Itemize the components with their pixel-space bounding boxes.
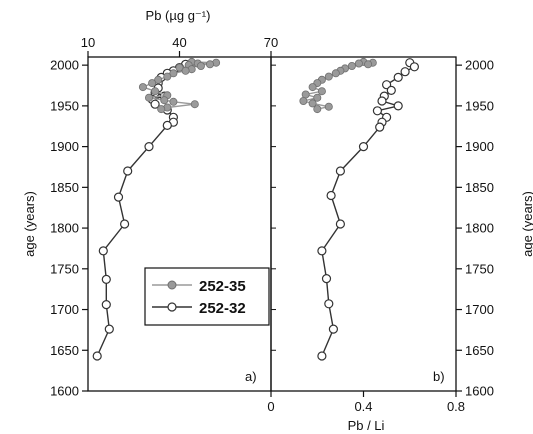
y-tick-label-left: 1750 — [50, 261, 79, 276]
panel-b-data-point-252-35 — [324, 72, 333, 81]
panel-b-data-point-252-35 — [308, 83, 317, 92]
x-tick-label-bottom: 0.8 — [447, 399, 465, 414]
y-tick-label-left: 1900 — [50, 139, 79, 154]
panel-a-data-point-252-35 — [157, 105, 166, 114]
panel-a-data-point-252-32 — [92, 351, 102, 361]
x-tick-label-top: 70 — [264, 35, 278, 50]
legend: 252-35 252-32 — [144, 267, 270, 326]
legend-marker-252-35 — [167, 280, 177, 290]
panel-a-data-point-252-35 — [175, 63, 184, 72]
panel-a-data-point-252-35 — [160, 96, 169, 105]
panel-a-data-point-252-35 — [151, 87, 160, 96]
panel-a-data-point-252-35 — [144, 93, 153, 102]
x-tick-label-bottom: 0.4 — [354, 399, 372, 414]
panel-b-data-point-252-35 — [324, 102, 333, 111]
x-tick-label-top: 10 — [81, 35, 95, 50]
y-tick-label-right: 2000 — [465, 58, 494, 73]
ticks-layer: 1600 1600 1650 1650 1700 1700 1750 1750 1800 1800… — [50, 35, 494, 414]
y-tick-label-right: 1650 — [465, 343, 494, 358]
panel-a-data-point-252-35 — [154, 75, 163, 84]
panel-a-data-point-252-35 — [138, 83, 147, 92]
panel-a-data-point-252-32 — [101, 274, 111, 284]
panel-b-data-point-252-32 — [393, 101, 403, 111]
legend-label-252-32: 252-32 — [199, 300, 246, 317]
panel-b-data-point-252-32 — [321, 274, 332, 284]
panel-b-data-point-252-35 — [354, 59, 363, 68]
legend-box — [144, 267, 270, 326]
panel-a-data-point-252-35 — [163, 72, 172, 81]
x-tick-label-top: 40 — [172, 35, 186, 50]
panel-a-frame — [87, 56, 272, 392]
panel-a-data-point-252-32 — [101, 300, 111, 310]
panel-b-data-point-252-32 — [372, 106, 382, 116]
panel-b-data-point-252-32 — [317, 351, 327, 361]
panel-b-data-point-252-35 — [299, 97, 308, 106]
panel-b-data-point-252-35 — [331, 69, 340, 78]
panel-b-data-point-252-35 — [313, 93, 322, 102]
panel-b-data-point-252-32 — [409, 62, 419, 72]
y-tick-label-right: 1750 — [465, 261, 494, 276]
panel-b-data-point-252-32 — [386, 85, 396, 96]
y-tick-label-left: 1600 — [50, 384, 79, 399]
panel-b-data-point-252-35 — [364, 60, 373, 69]
y-tick-label-right: 1850 — [465, 180, 494, 195]
panel-b-data-point-252-35 — [313, 105, 322, 114]
y-axis-title-right: age (years) — [520, 191, 533, 257]
panel-a-data-point-252-35 — [148, 79, 157, 88]
y-tick-label-right: 1900 — [465, 139, 494, 154]
panel-a-data-point-252-32 — [119, 219, 130, 229]
panel-b-data-point-252-35 — [308, 99, 317, 108]
y-tick-label-left: 1700 — [50, 302, 79, 317]
panel-a-data-point-252-32 — [123, 166, 133, 176]
panel-b-data-point-252-32 — [375, 122, 385, 132]
panel-b-frame — [270, 56, 457, 392]
y-tick-label-left: 1950 — [50, 98, 79, 113]
panel-b-data-point-252-35 — [317, 87, 326, 96]
panel-b-data-point-252-32 — [377, 96, 387, 106]
legend-label-252-35: 252-35 — [199, 278, 246, 295]
y-tick-label-left: 1800 — [50, 221, 79, 236]
panel-a-data-point-252-32 — [98, 246, 108, 256]
x-axis-title-top: Pb (µg g⁻¹) — [146, 8, 211, 23]
panel-a-data-point-252-32 — [144, 142, 154, 152]
y-tick-label-left: 1650 — [50, 343, 79, 358]
panel-b-data-point-252-32 — [317, 246, 327, 256]
panel-b-data-point-252-32 — [335, 166, 345, 176]
panel-a-data-point-252-35 — [169, 97, 178, 106]
y-tick-label-right: 1600 — [465, 384, 494, 399]
panel-label-a: a) — [245, 369, 257, 384]
panel-b-data-point-252-32 — [335, 219, 345, 229]
y-axis-title-left: age (years) — [22, 191, 37, 257]
legend-marker-252-32 — [167, 302, 177, 312]
y-tick-label-left: 2000 — [50, 58, 79, 73]
panel-b-data-point-252-32 — [326, 190, 336, 201]
y-tick-label-right: 1950 — [465, 98, 494, 113]
x-tick-label-bottom: 0 — [267, 399, 274, 414]
y-tick-label-right: 1700 — [465, 302, 494, 317]
y-tick-label-left: 1850 — [50, 180, 79, 195]
panel-b-data-point-252-32 — [324, 299, 334, 309]
panel-a-data-point-252-32 — [162, 120, 172, 131]
panel-a-data-point-252-32 — [113, 192, 124, 202]
panel-a-data-point-252-35 — [190, 100, 199, 109]
panel-b-data-point-252-32 — [393, 72, 403, 83]
series-layer — [92, 57, 419, 361]
x-axis-title-bottom: Pb / Li — [348, 418, 385, 433]
panel-a-data-point-252-32 — [104, 324, 114, 334]
y-tick-label-right: 1800 — [465, 221, 494, 236]
panel-b-data-point-252-32 — [358, 142, 369, 152]
panel-a-data-point-252-35 — [196, 62, 205, 71]
panel-label-b: b) — [433, 369, 445, 384]
panel-a-data-point-252-35 — [181, 66, 190, 75]
panel-a-data-point-252-32 — [150, 99, 160, 109]
panel-b-data-point-252-35 — [347, 62, 356, 71]
panel-b-data-point-252-32 — [328, 324, 338, 334]
panel-b-data-point-252-32 — [400, 67, 410, 77]
panel-a-data-point-252-35 — [169, 69, 178, 78]
panel-a-data-point-252-35 — [205, 60, 214, 69]
